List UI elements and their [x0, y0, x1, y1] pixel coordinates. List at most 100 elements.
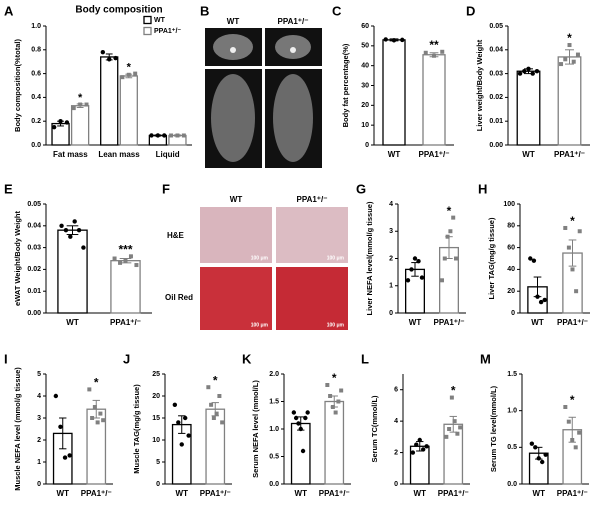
y-axis-label: Serum NEFA level (mmol/L) — [251, 380, 260, 478]
y-tick-label: 20 — [152, 393, 160, 400]
y-axis-label: Liver NEFA level(mmol/g tissue) — [365, 201, 374, 315]
y-tick-label: 0.5 — [269, 453, 279, 460]
data-point — [296, 421, 301, 426]
data-point — [214, 411, 219, 416]
y-tick-label: 6 — [394, 387, 398, 394]
data-point — [405, 278, 411, 283]
data-point — [333, 410, 338, 415]
data-point — [538, 299, 544, 305]
panel-letter: B — [200, 3, 209, 18]
y-tick-label: 80 — [507, 223, 515, 230]
y-tick-label: 5 — [37, 371, 41, 378]
significance: * — [78, 92, 83, 104]
y-tick-label: 10 — [361, 122, 369, 129]
y-tick-label: 100 — [503, 201, 515, 208]
data-point — [53, 393, 59, 399]
data-point — [81, 245, 86, 250]
data-point — [454, 256, 459, 261]
panel-letter: D — [466, 3, 475, 18]
data-point — [291, 410, 297, 415]
x-tick-label: PPA1⁺/⁻ — [557, 318, 588, 327]
data-point — [577, 430, 582, 435]
y-tick-label: 0 — [389, 310, 393, 317]
data-point — [76, 227, 82, 233]
data-point — [51, 124, 57, 130]
y-tick-label: 0.02 — [489, 94, 503, 101]
bar — [290, 422, 311, 485]
significance: * — [567, 31, 572, 45]
ct-spine — [230, 47, 236, 53]
x-tick-label: Liquid — [156, 150, 180, 159]
panel-letter: C — [332, 3, 342, 18]
x-tick-label: Fat mass — [53, 150, 88, 159]
x-tick-label: PPA1⁺/⁻ — [81, 489, 112, 498]
data-point — [400, 37, 405, 43]
data-point — [574, 289, 579, 294]
y-tick-label: 0.2 — [31, 118, 41, 125]
panel-letter: J — [123, 351, 130, 366]
data-point — [209, 402, 214, 407]
panel-b: B WT PPA1⁺/⁻ — [200, 3, 322, 168]
column-label: WT — [230, 195, 243, 204]
data-point — [101, 418, 106, 423]
panel-letter: K — [242, 351, 252, 366]
y-tick-label: 25 — [152, 371, 160, 378]
x-tick-label: WT — [533, 489, 546, 498]
histology-image — [276, 207, 348, 263]
y-tick-label: 0.8 — [31, 47, 41, 54]
data-point — [424, 444, 429, 449]
y-tick-label: 15 — [152, 415, 160, 422]
y-tick-label: 0.0 — [31, 142, 41, 149]
data-point — [445, 234, 450, 239]
legend-swatch — [143, 26, 152, 36]
data-point — [63, 227, 69, 233]
ct-spine — [290, 47, 296, 53]
y-tick-label: 1.0 — [507, 408, 517, 415]
bar — [422, 54, 446, 146]
data-point — [383, 37, 388, 42]
data-point — [217, 394, 222, 398]
x-tick-label: PPA1⁺/⁻ — [319, 489, 350, 498]
y-axis-label: Body fat percentage(%) — [341, 43, 350, 127]
legend-swatch — [143, 15, 152, 25]
row-label: Oil Red — [165, 293, 193, 302]
y-tick-label: 2 — [389, 255, 393, 262]
data-point — [179, 442, 184, 447]
x-tick-label: WT — [409, 318, 422, 327]
y-tick-label: 0 — [365, 142, 369, 149]
data-point — [59, 223, 64, 228]
significance: * — [127, 62, 132, 74]
bar — [57, 229, 88, 314]
x-tick-label: WT — [388, 150, 401, 159]
data-point — [536, 456, 541, 461]
y-tick-label: 0.02 — [27, 266, 41, 273]
data-point — [571, 59, 576, 64]
y-tick-label: 40 — [361, 63, 369, 70]
y-tick-label: 20 — [507, 288, 515, 295]
y-tick-label: 0.01 — [489, 118, 503, 125]
data-point — [113, 55, 118, 61]
data-point — [330, 405, 335, 409]
data-point — [126, 72, 131, 77]
y-tick-label: 2 — [37, 437, 41, 444]
y-tick-label: 1.5 — [507, 371, 517, 378]
x-tick-label: PPA1⁺/⁻ — [434, 318, 465, 327]
scale-bar-label: 100 μm — [327, 322, 345, 328]
data-point — [417, 437, 422, 443]
data-point — [432, 53, 436, 58]
y-tick-label: 1.0 — [269, 426, 279, 433]
data-point — [72, 219, 77, 224]
bar — [110, 260, 141, 314]
y-tick-label: 20 — [361, 102, 369, 109]
data-point — [563, 57, 568, 62]
data-point — [87, 387, 92, 392]
bar — [100, 56, 119, 146]
x-tick-label: Lean mass — [98, 150, 140, 159]
data-point — [68, 234, 73, 239]
data-point — [522, 69, 527, 74]
x-tick-label: WT — [57, 489, 70, 498]
data-point — [526, 66, 531, 72]
y-tick-label: 1 — [389, 283, 393, 290]
data-point — [206, 385, 211, 390]
significance: * — [447, 204, 452, 218]
